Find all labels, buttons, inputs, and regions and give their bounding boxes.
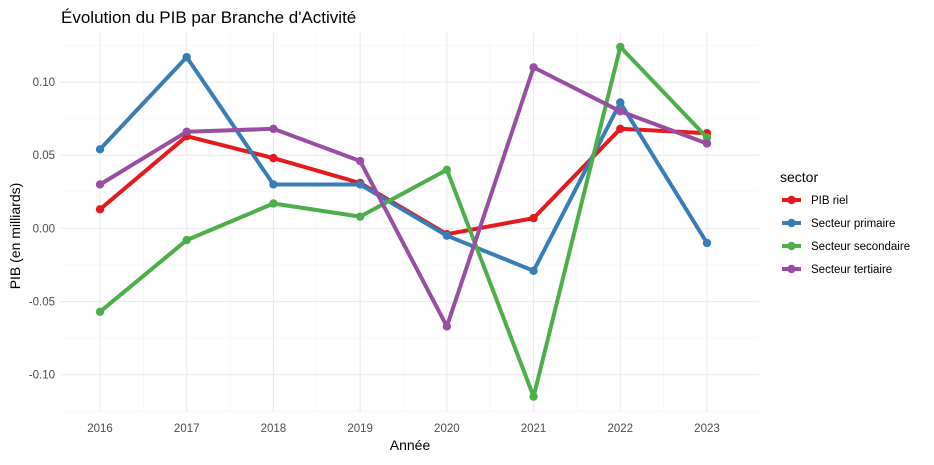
legend-label: Secteur primaire: [811, 218, 895, 230]
chart-title: Évolution du PIB par Branche d'Activité: [61, 8, 356, 27]
data-point: [182, 127, 191, 136]
y-tick-label: 0.05: [33, 150, 55, 162]
x-tick-label: 2022: [607, 423, 633, 435]
series-lines: [95, 42, 712, 401]
x-tick-label: 2019: [347, 423, 373, 435]
data-point: [95, 180, 105, 189]
x-tick-label: 2018: [261, 423, 287, 435]
data-point: [529, 266, 538, 275]
series-line: [98, 65, 709, 329]
data-point: [355, 212, 365, 221]
data-point: [616, 42, 625, 52]
series-secteur-tertiaire: [95, 63, 712, 331]
y-tick-label: -0.05: [29, 297, 55, 309]
legend-title: sector: [780, 169, 818, 185]
data-point: [269, 199, 278, 208]
data-point: [529, 392, 538, 401]
series-secteur-primaire: [95, 52, 712, 275]
data-point: [355, 180, 365, 189]
x-tick-label: 2020: [434, 423, 460, 435]
legend: sector PIB riel Secteur primaire Secteur s…: [780, 169, 910, 276]
grid: [61, 33, 759, 412]
y-axis-title: PIB (en milliards): [7, 183, 23, 290]
legend-key-point: [787, 218, 796, 228]
y-tick-label: 0.00: [33, 223, 55, 235]
legend-label: Secteur secondaire: [811, 241, 910, 253]
data-point: [702, 133, 712, 142]
data-point: [95, 307, 105, 316]
data-point: [269, 124, 278, 134]
data-point: [355, 156, 365, 166]
data-point: [182, 52, 191, 62]
axis-ticks: -0.10 -0.05 0.00 0.05 0.10 2016 2017 2018 2019 20…: [29, 77, 720, 435]
legend-key-point: [787, 195, 796, 205]
data-point: [269, 153, 278, 163]
data-point: [616, 124, 625, 134]
data-point: [95, 145, 105, 154]
data-point: [95, 205, 105, 214]
legend-key-point: [787, 241, 796, 251]
legend-item-secteur-secondaire: Secteur secondaire: [782, 241, 910, 253]
data-point: [702, 139, 712, 148]
x-tick-label: 2021: [521, 423, 547, 435]
data-point: [442, 231, 452, 240]
x-axis-title: Année: [390, 437, 431, 453]
y-tick-label: -0.10: [29, 370, 55, 382]
data-point: [182, 235, 191, 245]
data-point: [616, 98, 625, 107]
series-line: [98, 55, 709, 273]
y-tick-label: 0.10: [33, 77, 55, 89]
data-point: [442, 165, 452, 175]
data-point: [442, 322, 452, 331]
x-tick-label: 2017: [174, 423, 200, 435]
legend-label: PIB riel: [811, 195, 848, 207]
legend-label: Secteur tertiaire: [811, 264, 892, 276]
legend-item-secteur-tertiaire: Secteur tertiaire: [782, 264, 892, 276]
data-point: [269, 180, 278, 189]
legend-key-point: [787, 264, 796, 274]
legend-item-pib-riel: PIB riel: [782, 195, 848, 207]
data-point: [529, 63, 538, 72]
legend-item-secteur-primaire: Secteur primaire: [782, 218, 895, 230]
data-point: [616, 107, 625, 116]
x-tick-label: 2016: [87, 423, 113, 435]
data-point: [529, 213, 538, 223]
data-point: [702, 238, 712, 248]
x-tick-label: 2023: [694, 423, 720, 435]
